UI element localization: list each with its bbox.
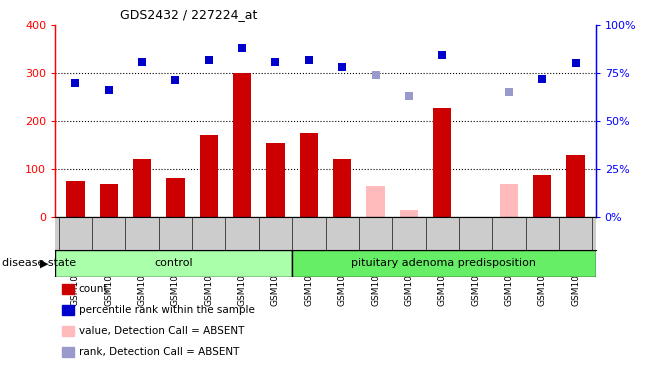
Point (337, 64, 348, 70)
Bar (367, 186, 385, 217)
Text: count: count (79, 284, 108, 294)
Bar (400, 210, 418, 217)
Text: control: control (154, 258, 193, 268)
Text: rank, Detection Call = ABSENT: rank, Detection Call = ABSENT (79, 347, 239, 357)
Point (370, 72, 381, 78)
Bar (299, 133, 318, 217)
Bar (333, 159, 352, 217)
Text: value, Detection Call = ABSENT: value, Detection Call = ABSENT (79, 326, 244, 336)
Bar (333, 174, 352, 217)
Text: ▶: ▶ (40, 258, 49, 268)
Bar (292, 250, 596, 277)
Point (570, 60, 581, 66)
Bar (233, 73, 251, 217)
Point (303, 56, 314, 63)
Text: disease state: disease state (2, 258, 76, 268)
Bar (200, 136, 218, 217)
Point (270, 60, 281, 66)
Point (237, 45, 247, 51)
Bar (433, 108, 451, 217)
Bar (266, 142, 284, 217)
Text: percentile rank within the sample: percentile rank within the sample (79, 305, 255, 315)
Text: GDS2432 / 227224_at: GDS2432 / 227224_at (120, 8, 258, 21)
Point (104, 87, 114, 93)
Point (170, 77, 180, 83)
Bar (55, 250, 292, 277)
Bar (100, 184, 118, 217)
Point (70, 79, 81, 86)
Bar (166, 178, 185, 217)
Point (137, 60, 147, 66)
Point (504, 89, 514, 95)
Bar (133, 159, 151, 217)
Bar (566, 155, 585, 217)
Bar (533, 175, 551, 217)
Point (437, 52, 447, 58)
Bar (500, 184, 518, 217)
Bar (66, 181, 85, 217)
Point (204, 56, 214, 63)
Point (537, 76, 547, 82)
Text: pituitary adenoma predisposition: pituitary adenoma predisposition (352, 258, 536, 268)
Point (404, 93, 414, 99)
